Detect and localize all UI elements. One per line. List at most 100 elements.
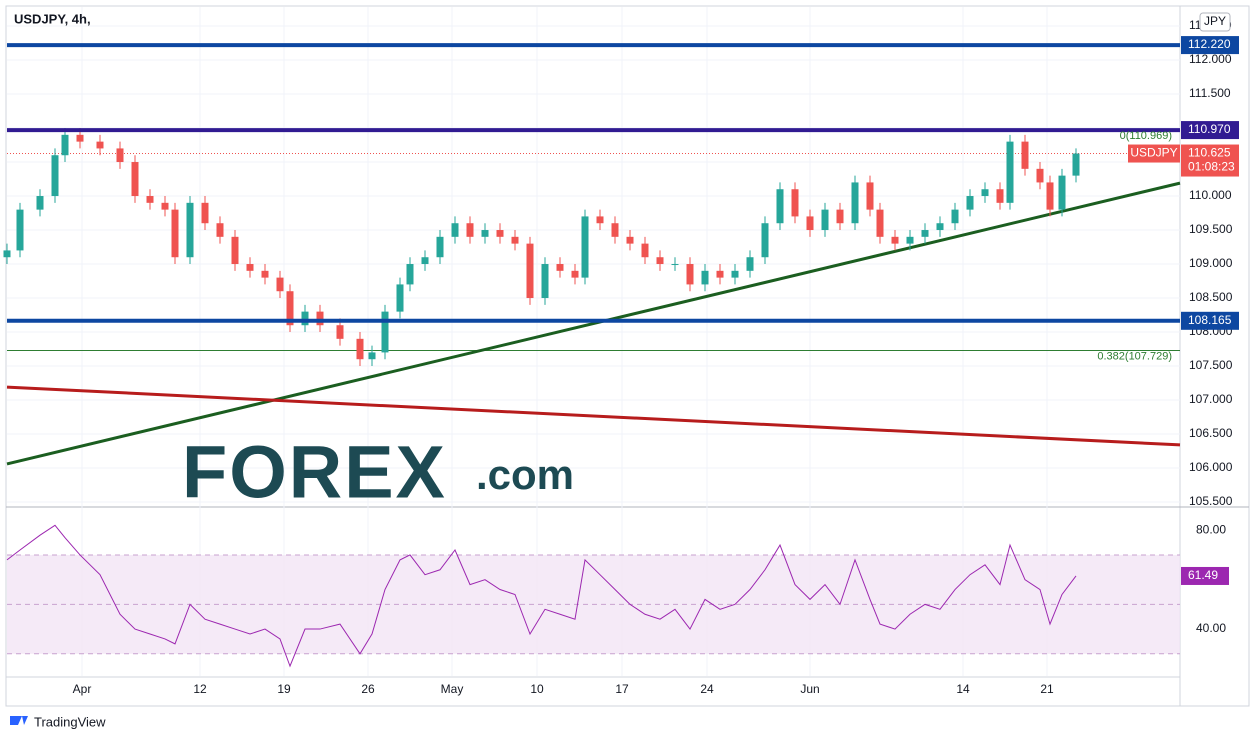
- candle-body: [851, 182, 859, 224]
- candle-body: [368, 352, 376, 360]
- x-tick-label: 12: [193, 682, 207, 696]
- candle-body: [171, 209, 179, 258]
- candle-body: [1072, 153, 1080, 176]
- candle-body: [186, 202, 194, 258]
- y-tick-label: 112.000: [1189, 52, 1232, 66]
- rsi-tick-label: 80.00: [1196, 522, 1226, 536]
- symbol-label: USDJPY: [1130, 146, 1177, 160]
- candle-body: [466, 223, 474, 237]
- currency-box[interactable]: [1199, 12, 1231, 32]
- candle-body: [611, 223, 619, 237]
- candle-body: [571, 270, 579, 278]
- level-label: 110.970: [1188, 122, 1231, 136]
- candle-body: [701, 270, 709, 285]
- y-tick-label: 109.000: [1189, 256, 1233, 270]
- candle-body: [951, 209, 959, 224]
- candle-body: [301, 311, 309, 326]
- x-tick-label: 24: [700, 682, 714, 696]
- level-box: [1181, 36, 1239, 55]
- x-tick-label: 21: [1040, 682, 1054, 696]
- candle-body: [356, 338, 364, 360]
- candle-body: [891, 236, 899, 244]
- candle-body: [316, 311, 324, 326]
- y-tick-label: 107.000: [1189, 392, 1233, 406]
- countdown-label: 01:08:23: [1188, 160, 1235, 174]
- candle-body: [1036, 168, 1044, 183]
- candle-body: [336, 325, 344, 339]
- candle-body: [246, 264, 254, 271]
- candle-body: [161, 202, 169, 210]
- marks: [3, 43, 1181, 668]
- candle-body: [541, 264, 549, 299]
- candle-body: [1006, 141, 1014, 203]
- candle-body: [481, 230, 489, 237]
- fib-label: 0(110.969): [1120, 130, 1172, 142]
- candle-body: [626, 236, 634, 244]
- candle-body: [496, 230, 504, 237]
- rsi-value-label: 61.49: [1188, 568, 1218, 582]
- level-box: [1181, 311, 1239, 330]
- level-label: 108.165: [1188, 313, 1232, 327]
- last-price-box: [1181, 144, 1239, 177]
- candle-body: [656, 257, 664, 265]
- candle-body: [381, 311, 389, 353]
- candle-body: [76, 134, 84, 142]
- trend-line: [6, 385, 1181, 447]
- candle-body: [821, 209, 829, 231]
- candle-body: [936, 223, 944, 231]
- candle-body: [996, 189, 1004, 203]
- candle-body: [776, 189, 784, 224]
- y-tick-label: 109.500: [1189, 222, 1233, 236]
- candle-body: [1046, 182, 1054, 210]
- y-tick-label: 106.000: [1189, 460, 1233, 474]
- labels: 105.500106.000106.500107.000107.500108.0…: [73, 18, 1239, 696]
- candle-body: [1058, 175, 1066, 210]
- y-tick-label: 108.500: [1189, 290, 1233, 304]
- level-label: 112.220: [1188, 37, 1231, 51]
- x-tick-label: May: [441, 682, 464, 696]
- candle-body: [286, 291, 294, 326]
- x-tick-label: 17: [615, 682, 629, 696]
- candle-body: [16, 209, 24, 251]
- last-price-label: 110.625: [1188, 146, 1231, 160]
- candle-body: [1021, 141, 1029, 169]
- candle-body: [716, 270, 724, 278]
- candle-body: [201, 202, 209, 224]
- candle-body: [876, 209, 884, 237]
- level-box: [1181, 121, 1239, 140]
- candle-body: [556, 264, 564, 271]
- currency: JPY: [1204, 14, 1226, 28]
- candle-body: [806, 216, 814, 231]
- candle-body: [231, 236, 239, 265]
- candle-body: [61, 134, 69, 156]
- candle-body: [436, 236, 444, 258]
- candle-body: [731, 270, 739, 278]
- candle-body: [3, 250, 11, 258]
- logo-suffix: .com: [476, 451, 574, 498]
- candle-body: [966, 196, 974, 210]
- footer-logo: [10, 716, 28, 725]
- candle-body: [421, 257, 429, 265]
- candle-body: [396, 284, 404, 312]
- candle-body: [906, 236, 914, 244]
- candle-body: [261, 270, 269, 278]
- candle-body: [761, 223, 769, 258]
- x-tick-label: 26: [361, 682, 375, 696]
- candle-body: [791, 189, 799, 217]
- candle-body: [921, 230, 929, 237]
- x-tick-label: Apr: [73, 682, 92, 696]
- y-tick-label: 105.500: [1189, 494, 1233, 508]
- footer: TradingView: [34, 714, 106, 729]
- y-tick-label: 107.500: [1189, 358, 1233, 372]
- x-tick-label: Jun: [800, 682, 819, 696]
- symbol-box: [1128, 144, 1180, 163]
- candle-body: [216, 223, 224, 237]
- candle-body: [641, 243, 649, 258]
- rsi-value-box: [1181, 566, 1229, 585]
- logo-main: FOREX: [182, 431, 447, 514]
- candle-body: [96, 141, 104, 149]
- candle-body: [276, 277, 284, 292]
- candle-body: [526, 243, 534, 299]
- grid: [7, 7, 1180, 676]
